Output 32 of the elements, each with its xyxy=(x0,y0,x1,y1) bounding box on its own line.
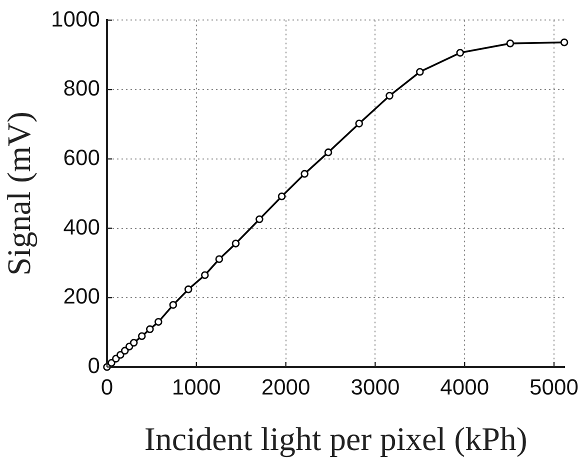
point xyxy=(130,338,138,347)
point xyxy=(560,38,568,46)
y-tick-label: 200 xyxy=(63,284,100,309)
point xyxy=(232,240,240,248)
point xyxy=(154,318,162,326)
point xyxy=(146,325,154,334)
y-tick-label: 800 xyxy=(63,76,100,101)
point xyxy=(300,170,308,178)
x-axis-title: Incident light per pixel (kPh) xyxy=(144,422,528,458)
point xyxy=(169,301,178,309)
point xyxy=(278,192,286,200)
y-tick-label: 1000 xyxy=(51,6,100,32)
x-tick-label: 2000 xyxy=(261,374,310,400)
point xyxy=(506,40,514,48)
point xyxy=(324,148,332,156)
x-tick-label: 4000 xyxy=(440,374,490,400)
point xyxy=(215,255,224,264)
point xyxy=(416,68,424,76)
point xyxy=(456,48,464,57)
point xyxy=(184,285,192,294)
y-tick-label: 400 xyxy=(63,214,100,240)
point xyxy=(138,332,146,340)
point xyxy=(256,215,264,224)
x-tick-label: 3000 xyxy=(350,374,400,400)
point xyxy=(200,271,209,279)
point xyxy=(386,92,394,100)
point xyxy=(355,120,364,128)
y-tick-label: 0 xyxy=(88,353,100,378)
x-tick-label: 5000 xyxy=(530,374,578,400)
y-axis-title: Signal (mV) xyxy=(2,112,38,276)
x-tick-label: 1000 xyxy=(172,374,221,400)
y-tick-label: 600 xyxy=(63,144,100,170)
